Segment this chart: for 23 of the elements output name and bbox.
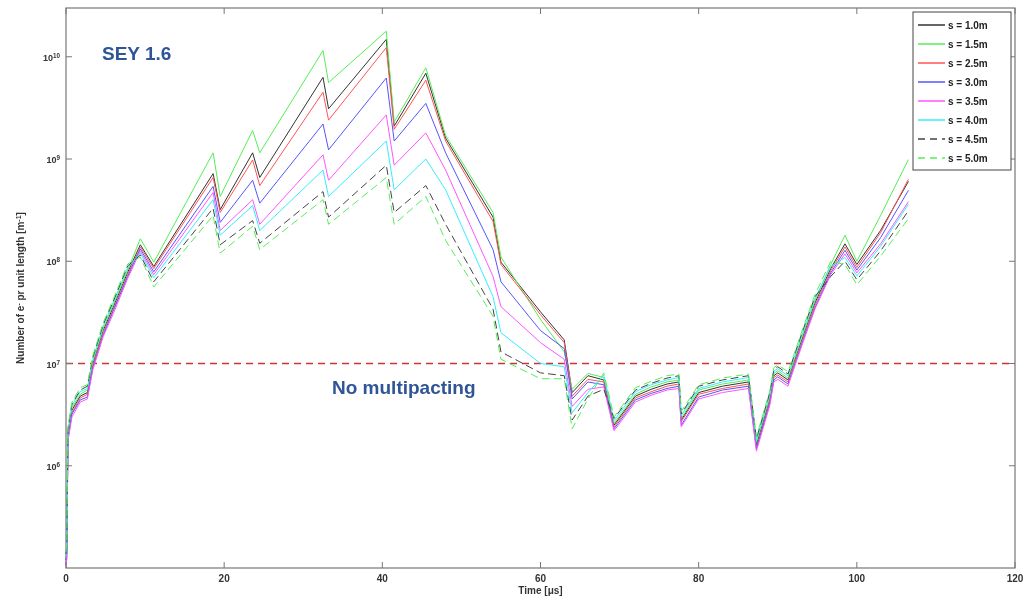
y-tick-label: 10$^{7}$ (46, 358, 61, 370)
y-tick-label: 10$^{10}$ (42, 51, 61, 63)
legend-label: s = 3.0m (948, 77, 988, 88)
legend-label: s = 3.5m (948, 96, 988, 107)
x-axis-title: Time [μs] (518, 585, 563, 596)
x-tick-label: 20 (218, 573, 231, 584)
annotation: SEY 1.6 (102, 43, 172, 64)
x-tick-label: 80 (693, 573, 705, 584)
legend-label: s = 4.0m (948, 115, 988, 126)
legend-label: s = 2.5m (948, 58, 988, 69)
annotation: No multipacting (332, 377, 476, 398)
y-tick-label: 10$^{6}$ (46, 460, 61, 472)
x-tick-label: 0 (63, 573, 70, 584)
legend-label: s = 5.0m (948, 153, 988, 164)
y-tick-label: 10$^{9}$ (46, 153, 61, 166)
x-tick-label: 40 (376, 573, 389, 584)
x-tick-label: 60 (534, 573, 547, 584)
x-tick-label: 100 (848, 573, 866, 584)
legend-label: s = 1.5m (948, 39, 988, 50)
legend-label: s = 1.0m (948, 20, 988, 31)
legend-label: s = 4.5m (948, 134, 988, 145)
x-tick-label: 120 (1006, 573, 1024, 584)
y-tick-label: 10$^{8}$ (46, 255, 61, 268)
